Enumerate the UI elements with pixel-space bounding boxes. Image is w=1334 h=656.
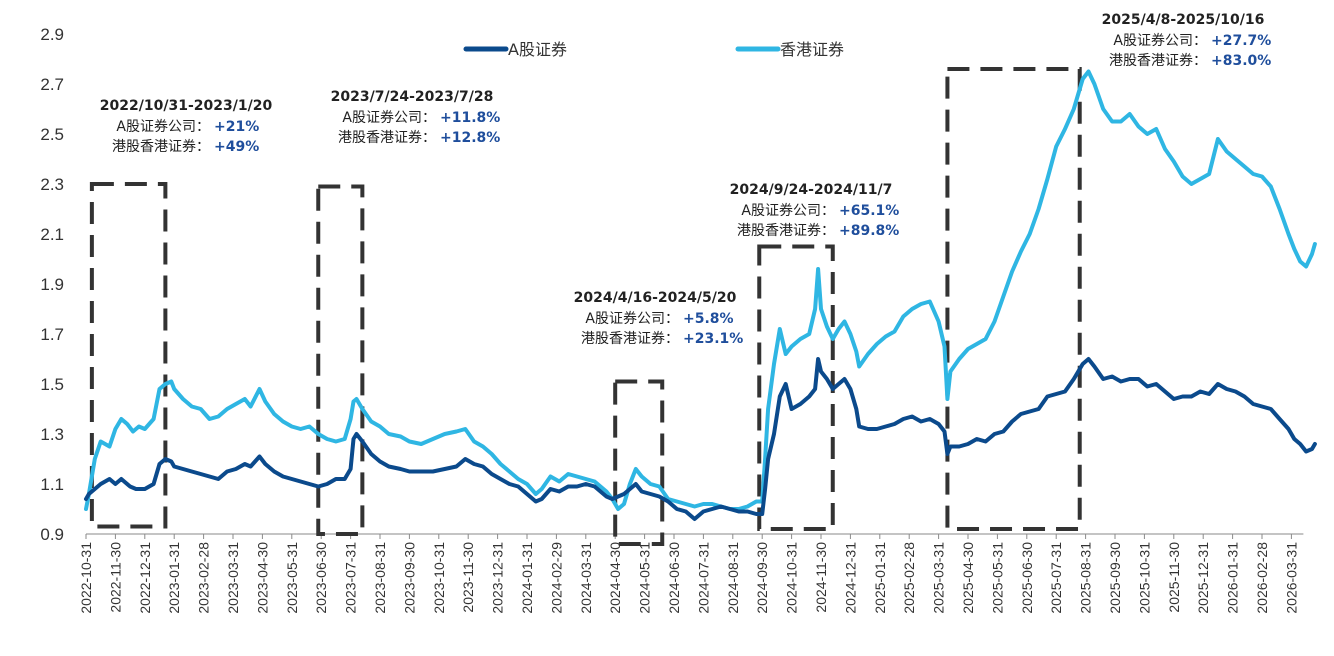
x-tick-label: 2025-08-31 (1078, 542, 1094, 614)
x-tick-label: 2024-11-30 (813, 542, 829, 613)
annotation-block: 2024/9/24-2024/11/7 A股证券公司： +65.1%港股香港证券： +… (730, 182, 900, 239)
x-tick-label: 2024-03-31 (578, 542, 594, 614)
annotation-title: 2023/7/24-2023/7/28 (331, 89, 494, 105)
highlight-box (945, 67, 1082, 531)
x-axis: 2022-10-31 2022-11-30 2022-12-31 2023-01-31… (78, 533, 1304, 614)
y-tick-label: 1.9 (40, 275, 64, 294)
x-tick-label: 2023-08-31 (372, 542, 388, 614)
x-tick-label: 2023-06-30 (313, 542, 329, 614)
y-tick-label: 1.7 (40, 325, 64, 344)
annotation-value: +49% (214, 139, 259, 155)
x-tick-label: 2024-07-31 (695, 542, 711, 614)
annotation-value: +89.8% (839, 223, 899, 239)
x-tick-label: 2024-05-31 (637, 542, 653, 614)
series-line-hk (84, 69, 1317, 511)
annotation-label: A股证券公司： (116, 119, 210, 135)
y-tick-label: 2.3 (40, 175, 64, 194)
series-line-a-share (84, 357, 1317, 521)
annotation-value: +5.8% (683, 311, 734, 327)
annotation-label: 港股香港证券： (581, 331, 679, 347)
x-tick-label: 2024-12-31 (842, 542, 858, 614)
x-tick-label: 2022-12-31 (137, 542, 153, 614)
y-tick-label: 2.7 (40, 75, 64, 94)
x-tick-label: 2025-02-28 (901, 542, 917, 614)
x-tick-label: 2023-10-31 (431, 542, 447, 614)
x-tick-label: 2023-09-30 (401, 542, 417, 614)
y-tick-label: 1.5 (40, 375, 64, 394)
annotation-value: +21% (214, 119, 259, 135)
x-tick-label: 2025-12-31 (1195, 542, 1211, 614)
x-tick-label: 2025-06-30 (1019, 542, 1035, 614)
highlight-box (89, 182, 168, 529)
legend-label-hk: 香港证券 (780, 40, 844, 59)
x-tick-label: 2022-11-30 (107, 542, 123, 613)
x-tick-label: 2026-02-28 (1254, 542, 1270, 614)
x-tick-label: 2023-12-31 (490, 542, 506, 614)
x-tick-label: 2026-01-31 (1225, 542, 1241, 614)
annotation-value: +12.8% (440, 130, 500, 146)
x-tick-label: 2022-10-31 (78, 542, 94, 614)
annotation-value: +23.1% (683, 331, 743, 347)
annotation-label: A股证券公司： (342, 110, 436, 126)
y-tick-label: 1.1 (40, 475, 64, 494)
x-tick-label: 2023-01-31 (166, 542, 182, 614)
x-tick-label: 2024-06-30 (666, 542, 682, 614)
legend: A股证券 香港证券 (463, 40, 844, 59)
annotation-block: 2022/10/31-2023/1/20 A股证券公司： +21%港股香港证券： +4… (100, 98, 273, 155)
annotation-label: 港股香港证券： (112, 139, 210, 155)
x-tick-label: 2023-07-31 (343, 542, 359, 614)
x-tick-label: 2025-10-31 (1136, 542, 1152, 614)
y-tick-label: 1.3 (40, 425, 64, 444)
x-tick-label: 2023-11-30 (460, 542, 476, 613)
x-tick-label: 2023-04-30 (254, 542, 270, 614)
annotation-title: 2022/10/31-2023/1/20 (100, 98, 273, 114)
x-tick-label: 2023-03-31 (225, 542, 241, 614)
x-tick-label: 2023-05-31 (284, 542, 300, 614)
highlight-box (316, 184, 365, 536)
annotation-label: 港股香港证券： (338, 130, 436, 146)
annotation-label: A股证券公司： (585, 311, 679, 327)
highlight-boxes (89, 67, 1082, 546)
y-tick-label: 2.9 (40, 25, 64, 44)
x-tick-label: 2026-03-31 (1283, 542, 1299, 614)
series-lines (84, 69, 1317, 521)
annotation-title: 2025/4/8-2025/10/16 (1102, 12, 1265, 28)
annotation-value: +65.1% (839, 203, 899, 219)
annotation-value: +83.0% (1211, 53, 1271, 69)
y-tick-label: 2.5 (40, 125, 64, 144)
annotation-title: 2024/4/16-2024/5/20 (574, 290, 737, 306)
y-axis: 0.9 1.1 1.3 1.5 1.7 1.9 2.1 2.3 2.5 2.7 2.9 (40, 25, 64, 544)
highlight-box (613, 379, 665, 546)
x-tick-label: 2024-04-30 (607, 542, 623, 614)
x-tick-label: 2025-07-31 (1048, 542, 1064, 614)
x-tick-label: 2023-02-28 (196, 542, 212, 614)
annotation-label: 港股香港证券： (737, 223, 835, 239)
x-tick-label: 2024-01-31 (519, 542, 535, 614)
x-tick-label: 2025-01-31 (872, 542, 888, 614)
x-tick-label: 2024-08-31 (725, 542, 741, 614)
annotation-title: 2024/9/24-2024/11/7 (730, 182, 893, 198)
annotation-value: +27.7% (1211, 33, 1271, 49)
x-tick-label: 2025-05-31 (989, 542, 1005, 614)
x-tick-label: 2025-04-30 (960, 542, 976, 614)
y-tick-label: 2.1 (40, 225, 64, 244)
y-tick-label: 0.9 (40, 525, 64, 544)
annotation-label: 港股香港证券： (1109, 53, 1207, 69)
x-tick-label: 2024-10-31 (784, 542, 800, 614)
x-tick-label: 2025-03-31 (931, 542, 947, 614)
x-tick-label: 2024-02-29 (548, 542, 564, 614)
x-tick-label: 2025-09-30 (1107, 542, 1123, 614)
x-tick-label: 2024-09-30 (754, 542, 770, 614)
annotation-label: A股证券公司： (741, 203, 835, 219)
annotation-block: 2025/4/8-2025/10/16 A股证券公司： +27.7%港股香港证券： +… (1102, 12, 1272, 69)
annotation-value: +11.8% (440, 110, 500, 126)
x-tick-label: 2025-11-30 (1166, 542, 1182, 613)
legend-label-a-share: A股证券 (508, 40, 567, 59)
annotation-block: 2024/4/16-2024/5/20 A股证券公司： +5.8%港股香港证券： +2… (574, 290, 744, 347)
annotation-label: A股证券公司： (1113, 33, 1207, 49)
annotation-block: 2023/7/24-2023/7/28 A股证券公司： +11.8%港股香港证券： +… (331, 89, 501, 146)
